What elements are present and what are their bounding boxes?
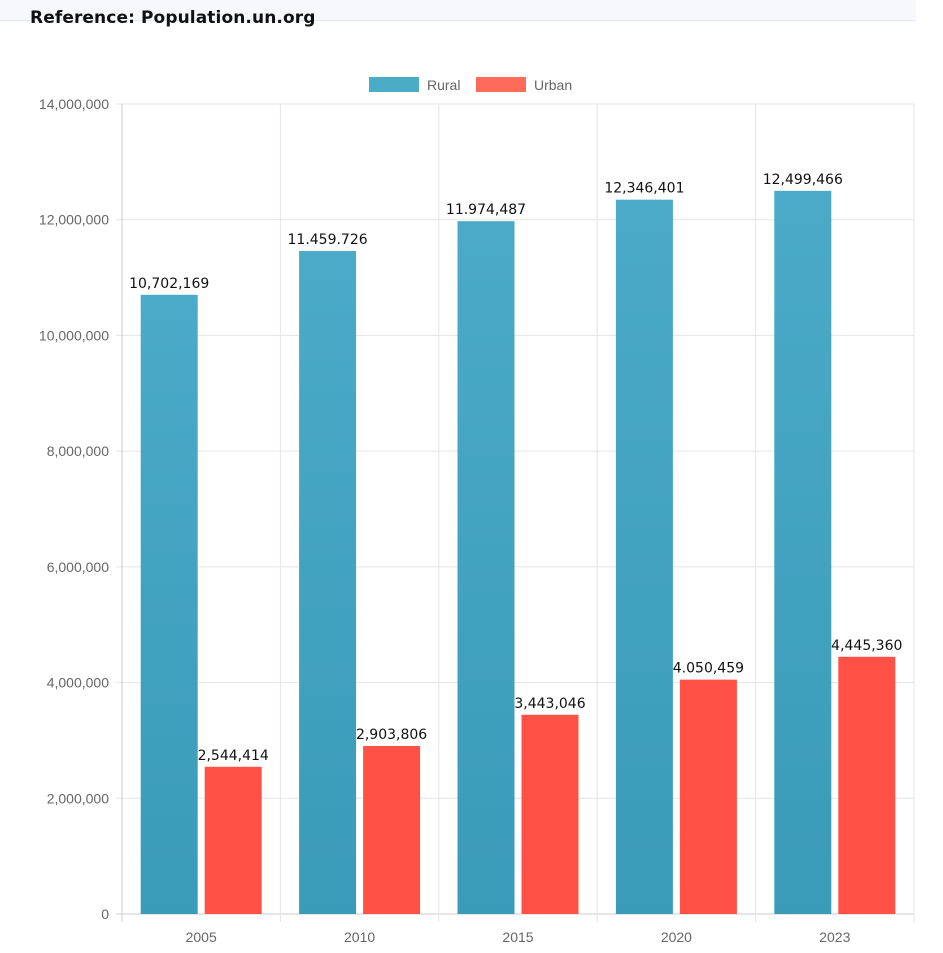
- legend-swatch-urban[interactable]: [476, 77, 526, 92]
- y-tick-label: 12,000,000: [39, 212, 109, 228]
- bar-rural-2020[interactable]: [615, 199, 673, 915]
- x-tick-label: 2023: [819, 929, 850, 945]
- data-label-rural: 10,702,169: [129, 276, 209, 292]
- legend-label-urban[interactable]: Urban: [534, 77, 572, 93]
- x-tick-label: 2010: [344, 929, 375, 945]
- y-tick-label: 6,000,000: [47, 559, 109, 575]
- bar-rural-2023[interactable]: [774, 190, 832, 915]
- y-tick-label: 8,000,000: [47, 443, 109, 459]
- data-label-layer: 10,702,169 11.459.726 11.974,487 12,346,401…: [129, 172, 902, 764]
- grid-layer: [116, 103, 915, 922]
- data-label-urban: 3,443,046: [514, 696, 585, 712]
- bar-rural-2015[interactable]: [457, 221, 515, 914]
- bar-rural-2005[interactable]: [140, 294, 198, 914]
- bar-urban-2015[interactable]: [521, 714, 579, 914]
- data-label-rural: 12,499,466: [763, 172, 843, 188]
- y-tick-label: 10,000,000: [39, 327, 109, 343]
- y-tick-label: 4,000,000: [47, 675, 109, 691]
- data-label-urban: 4,445,360: [831, 638, 902, 654]
- bar-urban-2005[interactable]: [204, 766, 262, 914]
- header-band: [0, 0, 916, 21]
- x-tick-label: 2005: [186, 929, 217, 945]
- bar-urban-2020[interactable]: [679, 679, 737, 914]
- legend: Rural Urban: [369, 77, 572, 93]
- bar-urban-2010[interactable]: [363, 745, 421, 914]
- data-label-urban: 2,544,414: [198, 748, 269, 764]
- bar-rural-2010[interactable]: [299, 250, 357, 914]
- data-label-rural: 11.974,487: [446, 202, 526, 218]
- data-label-rural: 11.459.726: [288, 232, 368, 248]
- bar-layer: [140, 190, 896, 915]
- data-label-urban: 2,903,806: [356, 727, 427, 743]
- x-tick-label: 2020: [661, 929, 692, 945]
- reference-title: Reference: Population.un.org: [30, 8, 316, 28]
- bar-urban-2023[interactable]: [838, 656, 896, 914]
- y-tick-label: 14,000,000: [39, 96, 109, 112]
- y-tick-label: 2,000,000: [47, 790, 109, 806]
- y-tick-label: 0: [101, 906, 109, 922]
- legend-label-rural[interactable]: Rural: [427, 77, 460, 93]
- data-label-rural: 12,346,401: [604, 181, 684, 197]
- x-tick-label: 2015: [502, 929, 533, 945]
- axis-layer: 0 2,000,000 4,000,000 6,000,000 8,000,000 10,…: [39, 96, 851, 945]
- data-label-urban: 4.050,459: [673, 661, 744, 677]
- legend-swatch-rural[interactable]: [369, 77, 419, 92]
